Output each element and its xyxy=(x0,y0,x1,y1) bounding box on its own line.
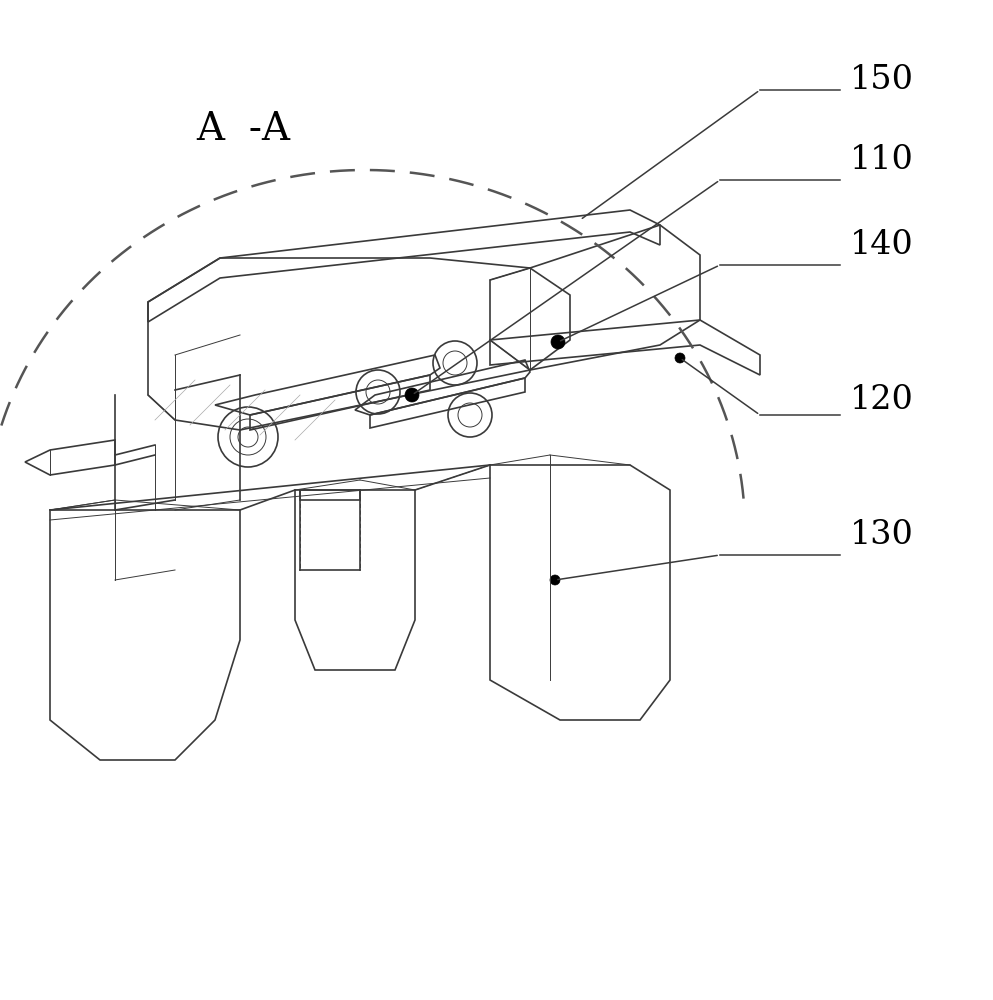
Circle shape xyxy=(550,575,560,585)
Text: A  -A: A -A xyxy=(197,111,290,148)
Text: 140: 140 xyxy=(850,229,914,261)
Circle shape xyxy=(405,388,419,402)
Circle shape xyxy=(551,335,565,349)
Text: 110: 110 xyxy=(850,144,914,176)
Text: 150: 150 xyxy=(850,64,914,96)
Text: 130: 130 xyxy=(850,519,914,551)
Text: 120: 120 xyxy=(850,384,914,416)
Circle shape xyxy=(675,353,685,363)
